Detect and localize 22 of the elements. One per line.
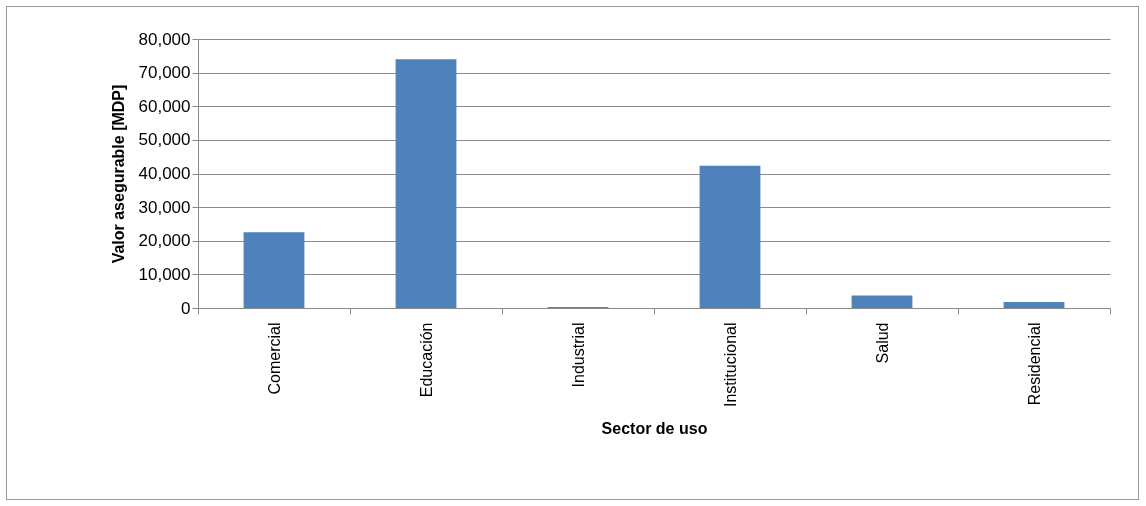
x-tick-label: Residencial xyxy=(1025,322,1043,406)
bar xyxy=(243,232,305,308)
y-tick-label: 0 xyxy=(181,298,191,318)
y-axis-title: Valor asegurable [MDP] xyxy=(109,84,127,264)
y-tick-label: 70,000 xyxy=(138,63,191,83)
y-tick-label: 20,000 xyxy=(138,231,191,251)
x-tick-label: Comercial xyxy=(265,322,283,395)
y-tick-label: 30,000 xyxy=(138,197,191,217)
x-tick-label: Industrial xyxy=(569,322,587,388)
x-tick-label: Institucional xyxy=(721,322,739,407)
y-tick-label: 40,000 xyxy=(138,164,191,183)
x-tick-label: Educación xyxy=(417,322,435,398)
y-tick-label: 10,000 xyxy=(138,264,191,284)
x-tick-label: Salud xyxy=(873,322,891,364)
x-axis-title: Sector de uso xyxy=(601,419,708,437)
y-tick-label: 50,000 xyxy=(138,130,191,150)
bar xyxy=(1003,301,1065,308)
bar xyxy=(851,295,913,308)
bar xyxy=(699,165,761,308)
y-tick-label: 80,000 xyxy=(138,29,191,49)
bar xyxy=(395,59,457,308)
y-tick-label: 60,000 xyxy=(138,96,191,116)
